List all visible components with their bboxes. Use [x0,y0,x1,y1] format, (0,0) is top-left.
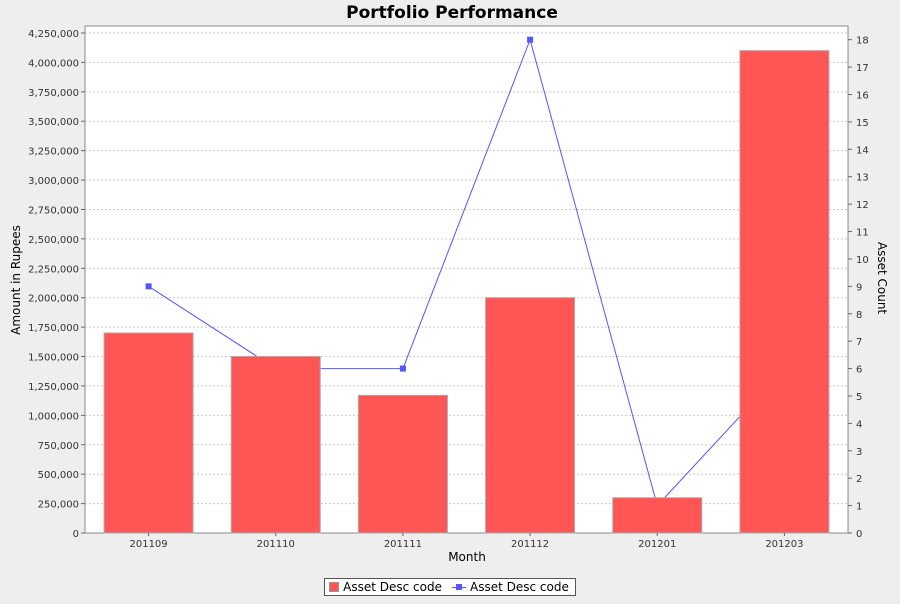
y2-tick-label: 14 [856,145,869,156]
y-tick-label: 3,000,000 [28,176,79,187]
bar-201112 [485,297,576,534]
y2-tick-label: 11 [856,228,869,239]
bar-series [103,50,830,534]
y2-tick-label: 12 [856,200,869,211]
x-tick-label: 201203 [765,539,803,550]
legend-item-bar: Asset Desc code [329,580,442,594]
y-tick-label: 0 [73,529,79,540]
count-point-201109 [145,283,152,290]
bar-201109 [103,332,194,534]
y2-tick-label: 17 [856,63,869,74]
legend-bar-swatch [329,582,340,592]
x-axis-label: Month [448,550,486,564]
y-tick-label: 1,000,000 [28,411,79,422]
y-tick-label: 1,500,000 [28,353,79,364]
legend-bar-label: Asset Desc code [343,580,442,594]
y-tick-label: 2,250,000 [28,264,79,275]
y2-tick-label: 2 [856,474,862,485]
count-point-201112 [527,36,534,43]
y-tick-label: 2,500,000 [28,235,79,246]
y-tick-label: 2,000,000 [28,294,79,305]
x-tick-label: 201109 [129,539,167,550]
x-tick-label: 201112 [511,539,549,550]
y2-tick-label: 1 [856,502,862,513]
bar-201201 [612,497,703,534]
legend-line-swatch [452,583,466,591]
count-line [148,38,785,507]
y2-tick-label: 3 [856,447,862,458]
grid-lines [85,32,848,505]
y-tick-label: 250,000 [38,500,79,511]
y2-tick-label: 7 [856,337,862,348]
bar-201203 [739,50,830,534]
legend: Asset Desc code Asset Desc code [0,578,900,596]
bar-201111 [357,394,448,534]
y-tick-label: 1,250,000 [28,382,79,393]
legend-line-label: Asset Desc code [470,580,569,594]
y2-tick-label: 6 [856,365,862,376]
y2-tick-label: 4 [856,419,862,430]
y2-tick-label: 5 [856,392,862,403]
y2-tick-label: 18 [856,36,869,47]
x-tick-label: 201201 [638,539,676,550]
y-tick-label: 3,250,000 [28,147,79,158]
y-axis-label: Amount in Rupees [9,225,23,335]
y-tick-label: 750,000 [38,441,79,452]
y-tick-label: 4,250,000 [28,29,79,40]
y-tick-label: 500,000 [38,470,79,481]
y2-axis-label: Asset Count [875,242,889,315]
x-tick-label: 201111 [384,539,422,550]
y2-tick-label: 10 [856,255,869,266]
y-tick-label: 1,750,000 [28,323,79,334]
y-tick-label: 3,750,000 [28,88,79,99]
y2-tick-label: 8 [856,310,862,321]
y-tick-label: 3,500,000 [28,117,79,128]
y2-tick-label: 13 [856,173,869,184]
count-point-201111 [399,365,406,372]
bar-201110 [230,356,321,534]
y2-tick-label: 0 [856,529,862,540]
legend-item-line: Asset Desc code [452,580,569,594]
y2-tick-label: 16 [856,91,869,102]
y2-tick-label: 9 [856,282,862,293]
y-tick-label: 2,750,000 [28,205,79,216]
plot-area [84,25,849,534]
y2-tick-label: 15 [856,118,869,129]
chart-title: Portfolio Performance [346,3,558,23]
legend-box: Asset Desc code Asset Desc code [324,578,576,596]
axes: 0 250,000 500,000 750,000 1,000,000 1,250,000… [28,29,869,550]
y-tick-label: 4,000,000 [28,58,79,69]
x-tick-label: 201110 [257,539,295,550]
